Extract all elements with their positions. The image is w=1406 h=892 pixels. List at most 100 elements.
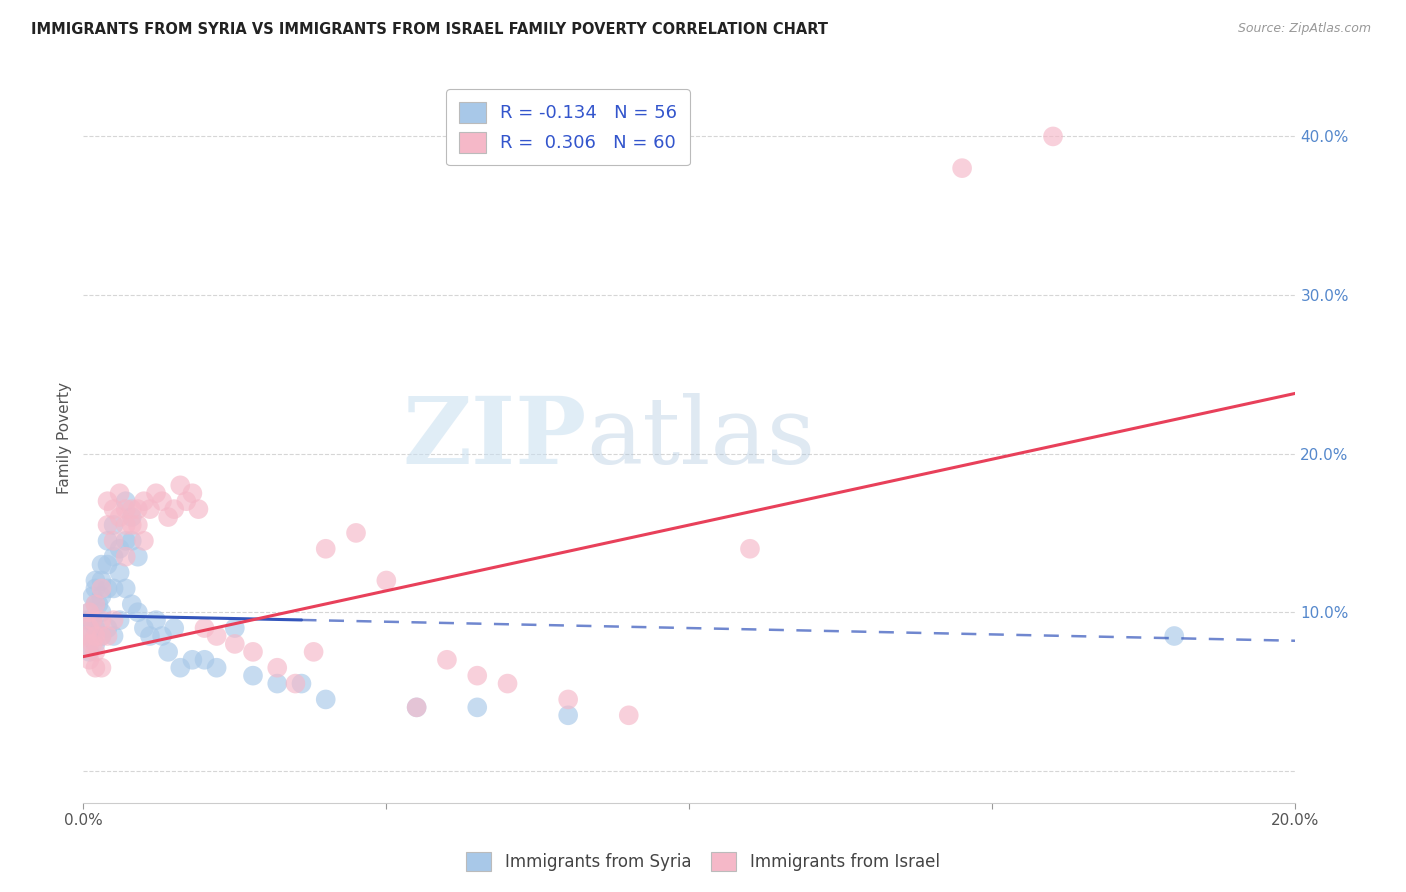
Text: ZIP: ZIP — [402, 392, 586, 483]
Point — [96, 621, 118, 635]
Point — [132, 533, 155, 548]
Point — [284, 676, 307, 690]
Point — [90, 590, 112, 604]
Point — [139, 502, 162, 516]
Point — [139, 629, 162, 643]
Point — [84, 621, 107, 635]
Point — [224, 621, 246, 635]
Point — [315, 692, 337, 706]
Text: atlas: atlas — [586, 392, 815, 483]
Point — [96, 494, 118, 508]
Point — [127, 518, 149, 533]
Point — [108, 486, 131, 500]
Point — [163, 502, 186, 516]
Text: Source: ZipAtlas.com: Source: ZipAtlas.com — [1237, 22, 1371, 36]
Point — [114, 494, 136, 508]
Point — [96, 582, 118, 596]
Point — [465, 668, 488, 682]
Point — [75, 629, 97, 643]
Point — [193, 621, 215, 635]
Point — [82, 613, 104, 627]
Point — [90, 629, 112, 643]
Point — [114, 502, 136, 516]
Point — [90, 558, 112, 572]
Point — [79, 621, 101, 635]
Point — [96, 558, 118, 572]
Point — [302, 645, 325, 659]
Point — [84, 661, 107, 675]
Point — [150, 494, 173, 508]
Point — [617, 708, 640, 723]
Point — [127, 549, 149, 564]
Legend: R = -0.134   N = 56, R =  0.306   N = 60: R = -0.134 N = 56, R = 0.306 N = 60 — [446, 89, 690, 165]
Point — [266, 676, 288, 690]
Point — [132, 621, 155, 635]
Point — [103, 629, 125, 643]
Point — [950, 161, 973, 175]
Point — [103, 533, 125, 548]
Point — [557, 692, 579, 706]
Point — [145, 486, 167, 500]
Point — [82, 590, 104, 604]
Point — [84, 597, 107, 611]
Point — [181, 486, 204, 500]
Point — [1163, 629, 1185, 643]
Point — [103, 518, 125, 533]
Point — [114, 533, 136, 548]
Point — [224, 637, 246, 651]
Point — [84, 597, 107, 611]
Point — [121, 533, 143, 548]
Point — [738, 541, 761, 556]
Point — [84, 574, 107, 588]
Point — [79, 629, 101, 643]
Point — [557, 708, 579, 723]
Point — [114, 582, 136, 596]
Point — [181, 653, 204, 667]
Point — [205, 661, 228, 675]
Point — [465, 700, 488, 714]
Point — [103, 549, 125, 564]
Point — [79, 653, 101, 667]
Point — [150, 629, 173, 643]
Point — [82, 613, 104, 627]
Point — [290, 676, 312, 690]
Point — [121, 518, 143, 533]
Point — [96, 518, 118, 533]
Point — [405, 700, 427, 714]
Point — [145, 613, 167, 627]
Text: IMMIGRANTS FROM SYRIA VS IMMIGRANTS FROM ISRAEL FAMILY POVERTY CORRELATION CHART: IMMIGRANTS FROM SYRIA VS IMMIGRANTS FROM… — [31, 22, 828, 37]
Point — [132, 494, 155, 508]
Point — [79, 605, 101, 619]
Point — [121, 510, 143, 524]
Point — [108, 613, 131, 627]
Point — [127, 605, 149, 619]
Point — [157, 510, 180, 524]
Point — [187, 502, 209, 516]
Point — [169, 478, 191, 492]
Point — [84, 637, 107, 651]
Legend: Immigrants from Syria, Immigrants from Israel: Immigrants from Syria, Immigrants from I… — [458, 843, 948, 880]
Point — [176, 494, 198, 508]
Point — [103, 582, 125, 596]
Point — [163, 621, 186, 635]
Point — [96, 629, 118, 643]
Point — [84, 582, 107, 596]
Point — [157, 645, 180, 659]
Point — [127, 502, 149, 516]
Point — [121, 502, 143, 516]
Point — [266, 661, 288, 675]
Point — [90, 661, 112, 675]
Point — [375, 574, 398, 588]
Point — [315, 541, 337, 556]
Point — [90, 582, 112, 596]
Point — [344, 525, 367, 540]
Point — [79, 645, 101, 659]
Point — [108, 510, 131, 524]
Point — [103, 502, 125, 516]
Point — [169, 661, 191, 675]
Point — [82, 637, 104, 651]
Point — [114, 518, 136, 533]
Point — [108, 566, 131, 580]
Point — [90, 605, 112, 619]
Point — [405, 700, 427, 714]
